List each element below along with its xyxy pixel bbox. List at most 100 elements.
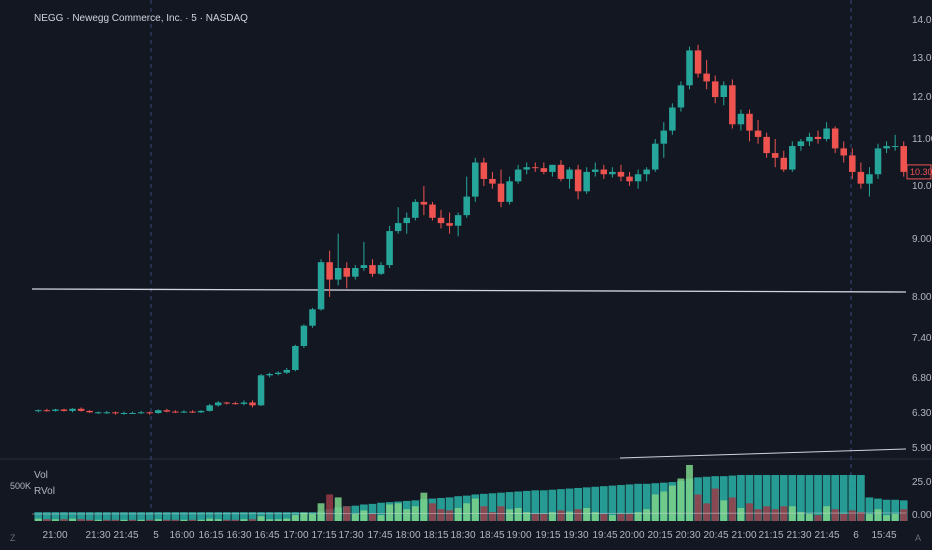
candle-body: [840, 148, 847, 156]
rvol-legend: RVol: [34, 486, 55, 497]
candle-body: [694, 50, 702, 74]
volume-bar: [146, 519, 154, 521]
candle-body: [129, 413, 136, 414]
candle-body: [283, 370, 291, 373]
volume-bar: [694, 494, 702, 521]
rvol-bar: [634, 483, 642, 521]
candle-body: [326, 262, 333, 280]
rvol-bar: [814, 474, 822, 521]
price-axis-tick: 14.00: [912, 15, 932, 26]
rvol-bar: [762, 474, 771, 521]
rvol-bar: [188, 512, 197, 521]
time-axis-tick: 18:00: [395, 530, 420, 541]
time-axis-tick: 16:15: [198, 530, 223, 541]
rvol-bar: [539, 490, 548, 521]
rvol-bar: [214, 512, 223, 521]
rvol-bar: [771, 474, 780, 521]
volume-bar: [300, 512, 308, 521]
time-axis-tick: 17:30: [338, 530, 363, 541]
volume-bar: [154, 519, 162, 521]
candle-body: [52, 409, 59, 411]
volume-bar: [626, 513, 633, 521]
price-axis-tick: 5.90: [912, 443, 932, 454]
volume-bar: [129, 519, 136, 521]
candle-body: [806, 136, 813, 142]
time-axis-tick: 21:45: [814, 530, 839, 541]
volume-bar: [557, 510, 565, 521]
rvol-bar: [34, 512, 43, 521]
volume-bar: [566, 511, 573, 521]
time-axis-tick: 21:00: [42, 530, 67, 541]
price-axis-tick: 13.00: [912, 53, 932, 64]
volume-bar: [249, 519, 256, 521]
volume-bar: [377, 515, 385, 521]
rvol-bar: [702, 476, 711, 521]
candle-body: [249, 402, 256, 406]
candle-body: [60, 409, 68, 411]
candle-body: [214, 402, 222, 406]
volume-bar: [420, 492, 428, 521]
price-axis-tick: 10.00: [912, 181, 932, 192]
volume-bar: [806, 513, 813, 521]
time-axis-tick: 21:00: [731, 530, 756, 541]
volume-bar: [454, 508, 462, 521]
candle-body: [557, 164, 565, 179]
volume-bar: [634, 512, 642, 521]
candle-body: [874, 148, 882, 175]
volume-bar: [728, 497, 736, 521]
timezone-icon[interactable]: Z: [10, 533, 16, 543]
rvol-bar: [779, 474, 788, 521]
candle-body: [831, 128, 839, 149]
candle-body: [574, 169, 582, 192]
rvol-bar: [505, 492, 514, 521]
candle-body: [506, 181, 513, 202]
volume-bar: [763, 506, 771, 521]
rvol-bar: [94, 512, 103, 521]
rvol-bar: [522, 490, 531, 521]
candle-body: [489, 178, 496, 184]
volume-bar: [283, 518, 291, 521]
candle-body: [103, 412, 111, 414]
candle-body: [523, 167, 530, 170]
time-axis-tick: 21:30: [85, 530, 110, 541]
time-axis-tick: 21:15: [758, 530, 783, 541]
rvol-bar: [548, 489, 557, 521]
volume-bar: [369, 513, 376, 521]
candle-body: [737, 113, 745, 125]
volume-bar: [471, 498, 479, 521]
rvol-bar: [557, 489, 565, 521]
candle-body: [180, 411, 188, 413]
time-axis-tick: 18:15: [423, 530, 448, 541]
volume-bar: [86, 519, 94, 521]
rvol-bar: [368, 503, 377, 521]
volume-bar: [360, 510, 368, 521]
rvol-bar: [274, 512, 283, 521]
candle-body: [112, 412, 119, 414]
volume-bar: [197, 519, 205, 521]
candle-body: [95, 412, 102, 414]
volume-bar: [840, 513, 848, 521]
auto-scale-icon[interactable]: A: [915, 533, 922, 543]
candle-body: [352, 268, 359, 277]
rvol-bar: [488, 493, 497, 521]
rvol-bar: [608, 485, 617, 521]
candle-body: [763, 136, 770, 154]
volume-bar: [206, 518, 214, 521]
candle-body: [454, 215, 462, 226]
volume-bar: [317, 503, 325, 521]
time-axis-tick: 17:45: [367, 530, 392, 541]
price-axis-tick: 11.00: [912, 134, 932, 145]
rvol-bar: [891, 499, 900, 521]
volume-bar: [574, 509, 582, 521]
rvol-bar: [565, 488, 574, 521]
candle-body: [86, 410, 93, 413]
rvol-bar: [625, 484, 634, 521]
rvol-bar: [797, 474, 805, 521]
volume-bar: [617, 513, 625, 521]
candle-body: [43, 410, 51, 412]
candle-body: [643, 169, 650, 175]
rvol-bar: [882, 499, 891, 521]
candle-body: [146, 412, 153, 414]
